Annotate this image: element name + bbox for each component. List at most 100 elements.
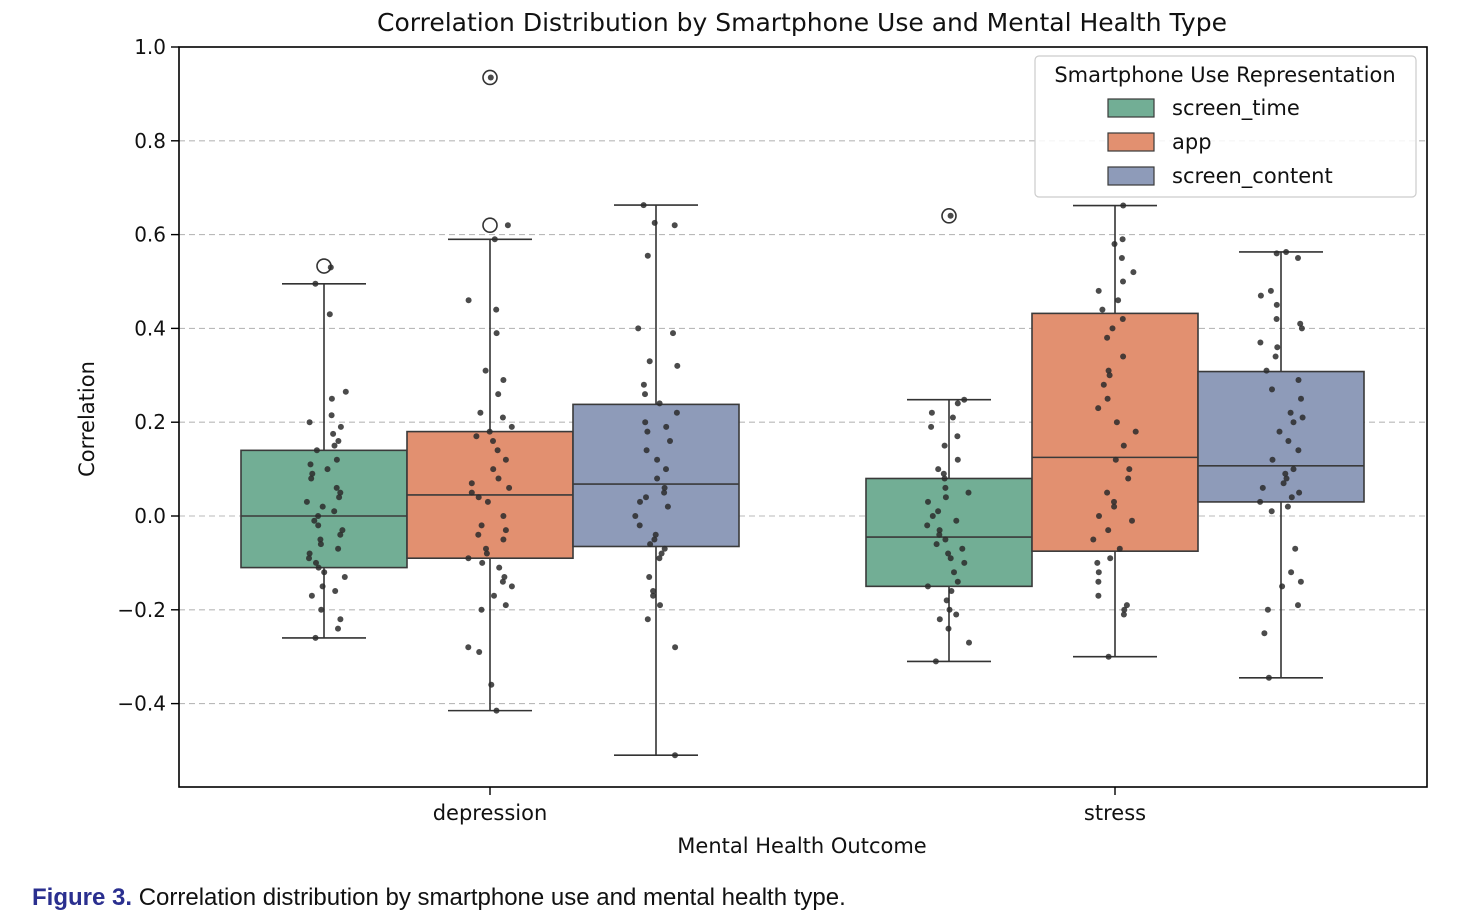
data-point (319, 583, 326, 590)
data-point (341, 574, 348, 580)
data-point (1090, 536, 1097, 543)
data-point (672, 752, 678, 759)
data-point (954, 578, 961, 585)
data-point (501, 574, 508, 580)
data-point (1120, 353, 1127, 360)
data-point (1274, 344, 1281, 351)
data-point (475, 494, 482, 501)
data-point (336, 494, 343, 501)
data-point (496, 564, 503, 571)
data-point (644, 616, 651, 623)
data-point (646, 358, 653, 365)
data-point (1104, 334, 1111, 341)
data-point (1295, 602, 1301, 609)
data-point (947, 555, 954, 562)
y-tick-label: 0.0 (134, 504, 166, 528)
data-point (337, 423, 344, 430)
figure-caption: Figure 3. Correlation distribution by sm… (32, 884, 846, 912)
data-point (483, 550, 490, 557)
data-point (1095, 405, 1102, 412)
data-point (1292, 545, 1299, 552)
data-point (306, 419, 313, 426)
data-point (313, 447, 320, 454)
data-point (656, 400, 663, 407)
data-point (1115, 297, 1122, 304)
data-point (1095, 578, 1102, 585)
data-point (654, 475, 661, 482)
data-point (635, 325, 642, 332)
data-point (1268, 508, 1275, 515)
data-point (321, 569, 328, 576)
data-point (508, 583, 515, 590)
data-point (1290, 466, 1297, 473)
data-point (1121, 606, 1128, 613)
data-point (493, 707, 500, 714)
data-point (490, 438, 496, 444)
data-point (935, 508, 942, 515)
legend-swatch-app (1107, 132, 1155, 152)
data-point (1099, 306, 1106, 313)
data-point (941, 475, 948, 482)
y-axis-label: Correlation (75, 361, 99, 477)
data-point (943, 597, 950, 604)
data-point (672, 644, 679, 651)
data-point (317, 541, 324, 548)
data-point (1284, 503, 1291, 510)
data-point (1259, 484, 1266, 491)
data-point (326, 311, 333, 318)
data-point (495, 391, 502, 398)
data-point (486, 428, 493, 435)
data-point (504, 222, 511, 229)
y-axis-ticks: 1.0 0.8 0.6 0.4 0.2 0.0 −0.2 −0.4 (117, 35, 179, 716)
data-point (1269, 386, 1275, 393)
data-point (1129, 517, 1135, 524)
data-point (306, 555, 312, 562)
data-point (465, 297, 472, 304)
data-point (674, 362, 681, 369)
box-screen_time-stress (865, 208, 1033, 663)
data-point (332, 588, 339, 594)
data-point (936, 616, 943, 623)
data-point (661, 545, 668, 552)
data-point (1295, 447, 1302, 454)
data-point (313, 559, 319, 566)
strip-points (303, 74, 1306, 759)
data-point (491, 592, 497, 599)
data-point (1287, 409, 1294, 416)
data-point (1130, 269, 1137, 276)
outlier-marker (482, 69, 498, 86)
data-point (1269, 456, 1276, 463)
data-point (942, 494, 949, 501)
data-point (640, 202, 647, 209)
data-point (342, 388, 349, 395)
data-point (312, 280, 319, 287)
data-point (640, 381, 647, 388)
data-point (644, 252, 651, 259)
data-point (651, 536, 658, 543)
data-point (318, 606, 325, 613)
data-point (1299, 414, 1306, 421)
data-point (1263, 367, 1270, 374)
data-point (650, 592, 657, 599)
data-point (643, 447, 650, 454)
data-point (946, 606, 953, 613)
data-point (642, 391, 648, 398)
data-point (1297, 578, 1304, 585)
legend-swatch-screen_time (1107, 98, 1155, 118)
data-point (928, 423, 935, 430)
data-point (1100, 381, 1107, 388)
outlier-marker (941, 208, 957, 224)
data-point (1105, 527, 1112, 534)
data-point (1288, 569, 1295, 576)
data-point (500, 513, 507, 519)
data-point (664, 503, 671, 510)
data-point (1261, 630, 1268, 637)
data-point (1119, 316, 1126, 322)
data-point (1296, 489, 1303, 496)
data-point (477, 409, 484, 416)
data-point (499, 578, 506, 585)
data-point (637, 498, 643, 505)
data-point (482, 367, 489, 374)
data-point (499, 414, 506, 421)
data-point (940, 470, 947, 477)
